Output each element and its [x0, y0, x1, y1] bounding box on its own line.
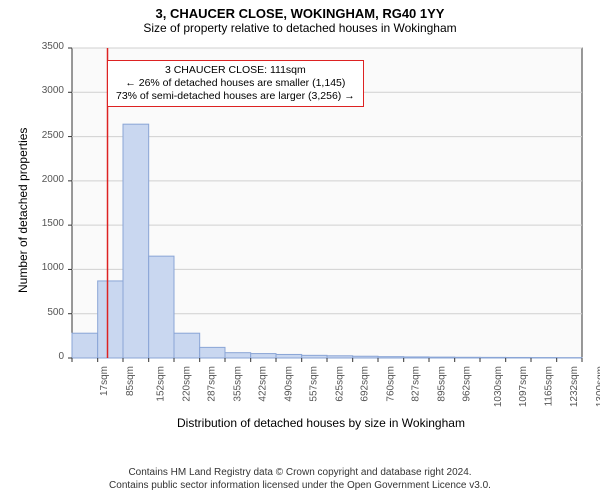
x-tick: 827sqm: [411, 366, 422, 402]
x-tick: 1165sqm: [543, 366, 554, 406]
chart-title: 3, CHAUCER CLOSE, WOKINGHAM, RG40 1YY: [0, 0, 600, 21]
property-callout: 3 CHAUCER CLOSE: 111sqm ← 26% of detache…: [107, 60, 364, 107]
footer-line1: Contains HM Land Registry data © Crown c…: [0, 466, 600, 479]
x-tick: 220sqm: [181, 366, 192, 402]
x-tick: 287sqm: [207, 366, 218, 402]
x-tick: 490sqm: [283, 366, 294, 402]
x-tick: 895sqm: [436, 366, 447, 402]
attribution-footer: Contains HM Land Registry data © Crown c…: [0, 466, 600, 492]
x-tick: 1030sqm: [493, 366, 504, 407]
x-tick: 1300sqm: [595, 366, 600, 407]
x-tick: 422sqm: [258, 366, 269, 402]
y-tick: 500: [0, 307, 64, 318]
x-axis-label: Distribution of detached houses by size …: [177, 416, 465, 430]
y-tick: 2000: [0, 174, 64, 185]
callout-line1: 3 CHAUCER CLOSE: 111sqm: [116, 64, 355, 77]
y-tick: 0: [0, 351, 64, 362]
y-tick: 2500: [0, 130, 64, 141]
x-tick: 17sqm: [99, 366, 110, 396]
x-tick: 962sqm: [462, 366, 473, 402]
chart-subtitle: Size of property relative to detached ho…: [0, 21, 600, 35]
callout-line3: 73% of semi-detached houses are larger (…: [116, 90, 355, 103]
footer-line2: Contains public sector information licen…: [0, 479, 600, 492]
x-tick: 557sqm: [309, 366, 320, 402]
x-tick: 1097sqm: [518, 366, 529, 407]
x-tick: 152sqm: [156, 366, 167, 402]
callout-line2: ← 26% of detached houses are smaller (1,…: [116, 77, 355, 90]
x-tick: 760sqm: [385, 366, 396, 402]
y-tick: 3000: [0, 85, 64, 96]
x-tick: 85sqm: [125, 366, 136, 396]
x-tick: 1232sqm: [569, 366, 580, 407]
x-tick: 692sqm: [360, 366, 371, 402]
x-tick: 625sqm: [334, 366, 345, 402]
x-tick: 355sqm: [232, 366, 243, 402]
y-tick: 3500: [0, 41, 64, 52]
y-tick: 1000: [0, 262, 64, 273]
y-tick: 1500: [0, 218, 64, 229]
